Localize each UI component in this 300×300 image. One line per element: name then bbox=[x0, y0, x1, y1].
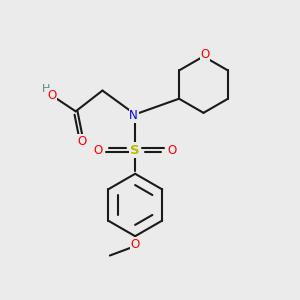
Text: O: O bbox=[130, 238, 140, 251]
Text: O: O bbox=[77, 135, 86, 148]
Text: O: O bbox=[93, 143, 103, 157]
Text: O: O bbox=[168, 143, 177, 157]
Text: S: S bbox=[130, 143, 140, 157]
Text: O: O bbox=[200, 48, 210, 62]
Text: N: N bbox=[129, 109, 138, 122]
Text: O: O bbox=[47, 88, 56, 101]
Text: H: H bbox=[42, 84, 50, 94]
